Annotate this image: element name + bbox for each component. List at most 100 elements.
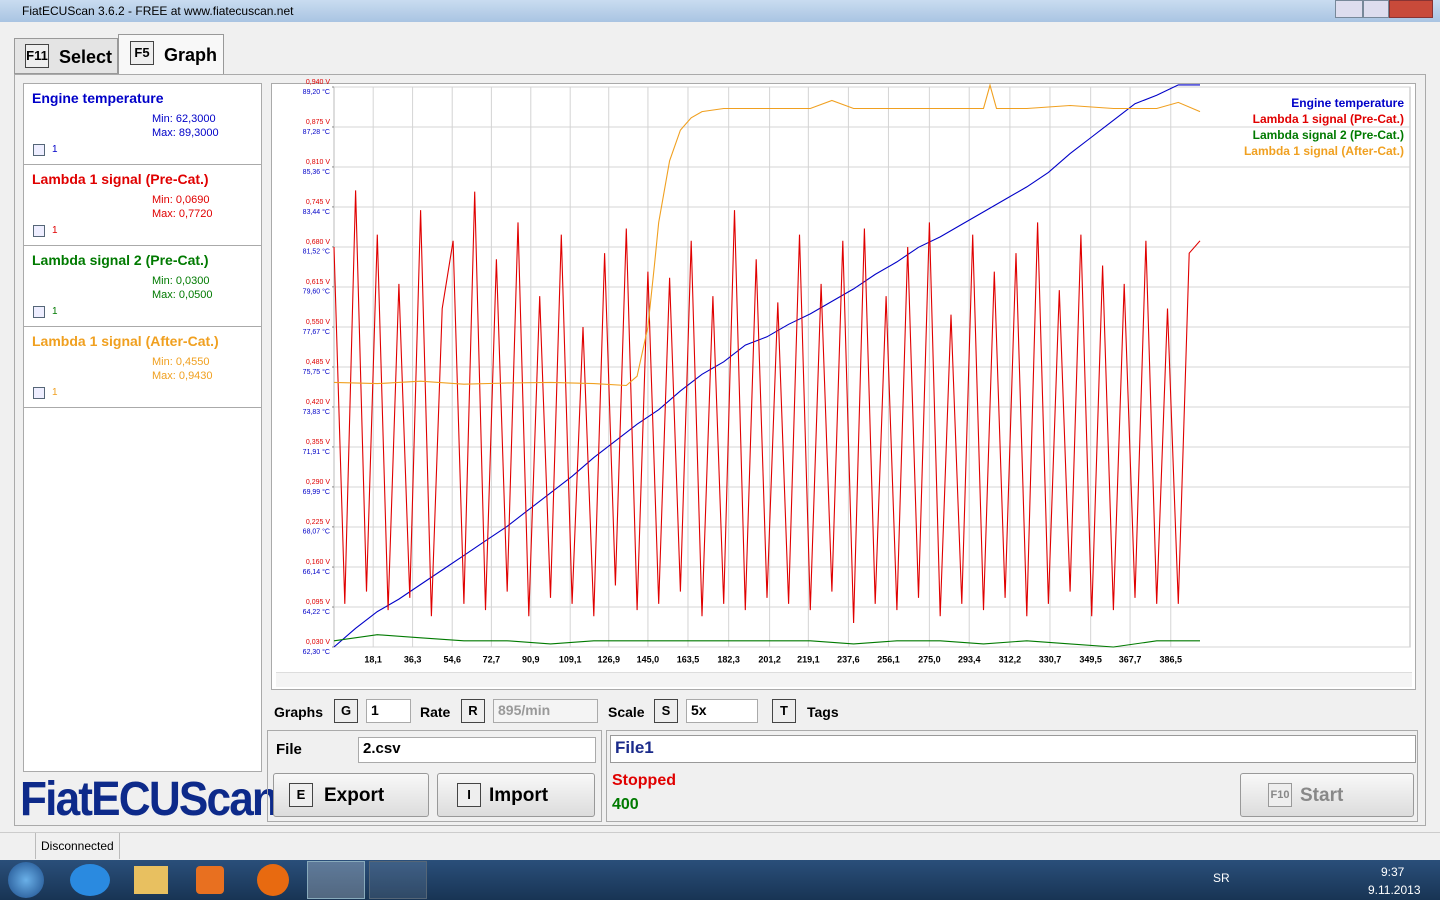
scale-select[interactable]: 5x <box>686 699 758 723</box>
y-tick-label: 0,290 V <box>306 479 330 486</box>
import-label: Import <box>489 785 549 806</box>
tab-label: Select <box>59 47 113 67</box>
legend-entry: Lambda 1 signal (Pre-Cat.) <box>1253 112 1404 126</box>
x-tick-label: 349,5 <box>1079 654 1102 664</box>
checkbox-label: 1 <box>52 144 58 155</box>
y-tick-label: 0,225 V <box>306 519 330 526</box>
checkbox[interactable] <box>33 306 45 318</box>
series-panel: Engine temperature Min: 62,3000 Max: 89,30… <box>23 83 262 772</box>
x-tick-label: 109,1 <box>559 654 582 664</box>
import-button[interactable]: I Import <box>437 773 595 817</box>
y-tick-label: 0,680 V <box>306 239 330 246</box>
file-label: File <box>276 741 302 758</box>
series-entry: Lambda 1 signal (After-Cat.) Min: 0,4550 M… <box>24 327 261 408</box>
scrollbar[interactable] <box>276 672 1412 687</box>
connection: Disconnected <box>35 833 120 859</box>
y2-tick-label: 64,22 °C <box>303 608 330 616</box>
series-line <box>333 84 1200 648</box>
series-min: Min: 0,0300 <box>152 275 210 287</box>
start-label: Start <box>1300 785 1344 806</box>
legend-entry: Lambda 1 signal (After-Cat.) <box>1244 144 1404 158</box>
series-name: Lambda 1 signal (Pre-Cat.) <box>32 171 209 187</box>
y-tick-label: 0,550 V <box>306 319 330 326</box>
import-key: I <box>457 783 481 807</box>
export-key: E <box>289 783 313 807</box>
x-tick-label: 386,5 <box>1160 654 1183 664</box>
x-tick-label: 312,2 <box>999 654 1022 664</box>
y-tick-label: 0,615 V <box>306 279 330 286</box>
x-tick-label: 36,3 <box>404 654 422 664</box>
start-button[interactable]: F10 Start <box>1240 773 1414 817</box>
y2-tick-label: 73,83 °C <box>303 408 330 416</box>
scale-key[interactable]: S <box>654 699 678 723</box>
y-tick-label: 0,355 V <box>306 439 330 446</box>
checkbox[interactable] <box>33 387 45 399</box>
series-line <box>333 190 1201 624</box>
file-name: File1 <box>610 735 1416 763</box>
minimize[interactable] <box>1335 0 1363 18</box>
paint-task[interactable] <box>369 861 427 899</box>
firefox-icon[interactable] <box>257 864 289 896</box>
y2-tick-label: 77,67 °C <box>303 328 330 336</box>
graphs-select[interactable]: 1 <box>366 699 411 723</box>
graphs-key[interactable]: G <box>334 699 358 723</box>
x-tick-label: 182,3 <box>717 654 740 664</box>
y2-tick-label: 75,75 °C <box>303 368 330 376</box>
series-min: Min: 0,4550 <box>152 356 210 368</box>
y2-tick-label: 66,14 °C <box>303 568 330 576</box>
taskbar: SR 9:37 9.11.2013 <box>0 860 1440 900</box>
x-tick-label: 201,2 <box>758 654 781 664</box>
x-tick-label: 54,6 <box>443 654 461 664</box>
state: Stopped <box>612 772 676 789</box>
rate-key[interactable]: R <box>461 699 485 723</box>
tab-select[interactable]: F11 Select <box>14 38 118 74</box>
date: 9.11.2013 <box>1368 883 1421 897</box>
x-tick-label: 145,0 <box>637 654 660 664</box>
close[interactable] <box>1389 0 1433 18</box>
checkbox-label: 1 <box>52 387 58 398</box>
y2-tick-label: 69,99 °C <box>303 488 330 496</box>
ie-icon[interactable] <box>70 864 110 896</box>
checkbox[interactable] <box>33 144 45 156</box>
y2-tick-label: 87,28 °C <box>303 128 330 136</box>
start-key: F10 <box>1268 783 1292 807</box>
start-orb[interactable] <box>8 862 44 898</box>
y2-tick-label: 85,36 °C <box>303 168 330 176</box>
x-tick-label: 275,0 <box>918 654 941 664</box>
series-max: Max: 0,0500 <box>152 289 213 301</box>
status-bar: Disconnected <box>0 832 1440 860</box>
y-tick-label: 0,420 V <box>306 399 330 406</box>
tab-panel <box>14 74 1426 826</box>
checkbox[interactable] <box>33 225 45 237</box>
y2-tick-label: 79,60 °C <box>303 288 330 296</box>
checkbox-label: 1 <box>52 306 58 317</box>
checkbox-label: 1 <box>52 225 58 236</box>
tags-key[interactable]: T <box>772 699 796 723</box>
explorer-icon[interactable] <box>134 866 168 894</box>
y2-tick-label: 62,30 °C <box>303 648 330 656</box>
series-entry: Engine temperature Min: 62,3000 Max: 89,30… <box>24 84 261 165</box>
count: 400 <box>612 796 639 813</box>
rate-select[interactable]: 895/min <box>493 699 598 723</box>
file-select[interactable]: 2.csv <box>358 737 596 763</box>
y-tick-label: 0,095 V <box>306 599 330 606</box>
x-tick-label: 126,9 <box>597 654 620 664</box>
language: SR <box>1213 871 1230 885</box>
media-icon[interactable] <box>196 866 224 894</box>
series-min: Min: 62,3000 <box>152 113 216 125</box>
series-name: Engine temperature <box>32 90 164 106</box>
legend-entry: Lambda signal 2 (Pre-Cat.) <box>1253 128 1404 142</box>
tab-graph[interactable]: F5 Graph <box>118 34 224 75</box>
legend-entry: Engine temperature <box>1291 96 1404 110</box>
export-button[interactable]: E Export <box>273 773 429 817</box>
series-entry: Lambda 1 signal (Pre-Cat.) Min: 0,0690 Max… <box>24 165 261 246</box>
rate-label: Rate <box>420 704 451 720</box>
fiatecuscan-task[interactable] <box>307 861 365 899</box>
status-box: File1 Stopped 400 F10 Start <box>606 730 1418 822</box>
x-tick-label: 18,1 <box>364 654 382 664</box>
graph: 0,030 V 0,095 V 0,160 V 0,225 V 0,290 V 0,355… <box>303 79 1411 664</box>
maximize[interactable] <box>1363 0 1389 18</box>
logo: FiatECUScan <box>20 773 279 826</box>
y2-tick-label: 89,20 °C <box>303 88 330 96</box>
y2-tick-label: 81,52 °C <box>303 248 330 256</box>
